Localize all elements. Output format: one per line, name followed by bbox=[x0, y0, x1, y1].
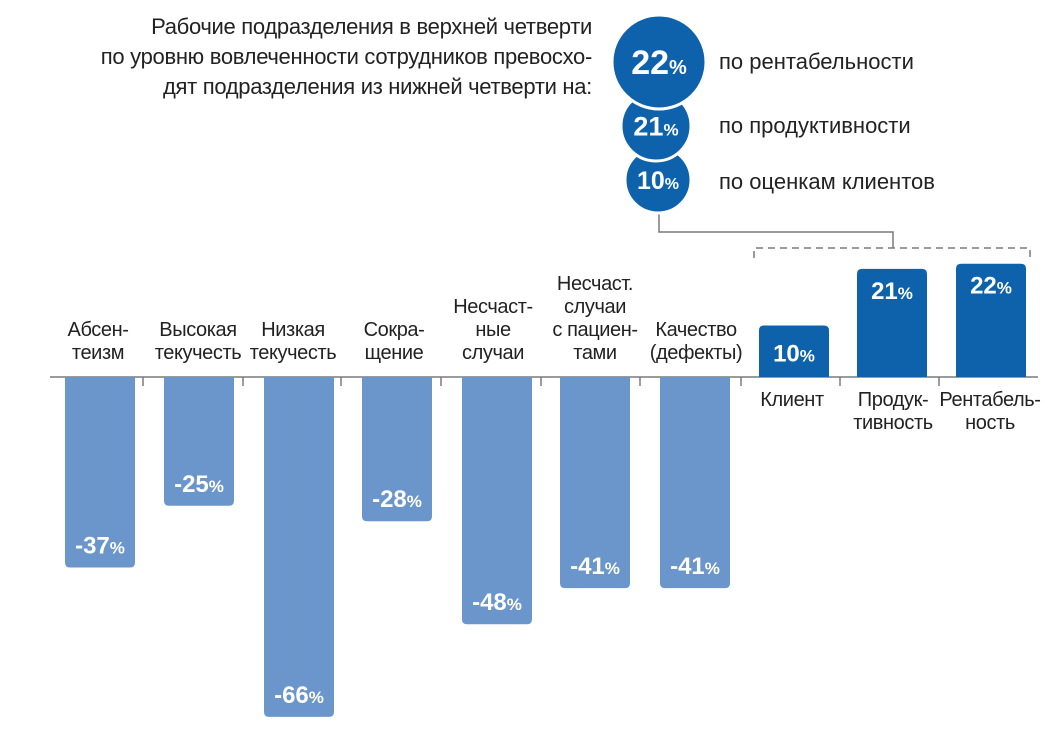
category-label: Клиент bbox=[760, 389, 824, 411]
highlight-label: по оценкам клиентов bbox=[719, 169, 935, 194]
header-line-3: дят подразделения из нижней четверти на: bbox=[162, 74, 592, 99]
category-label: случаи bbox=[462, 342, 524, 364]
bar bbox=[660, 377, 730, 589]
bar-value-label: 22% bbox=[970, 273, 1012, 300]
category-label: Сокра- bbox=[364, 319, 425, 341]
category-label: Продук- bbox=[858, 389, 928, 411]
bar bbox=[362, 377, 432, 522]
category-label: теизм bbox=[72, 342, 124, 364]
bar bbox=[560, 377, 630, 589]
highlight-label: по рентабельности bbox=[719, 49, 914, 74]
category-label: с пациен- bbox=[552, 319, 637, 341]
header-line-1: Рабочие подразделения в верхней четверти bbox=[151, 14, 592, 39]
bar-value-label: -41% bbox=[670, 553, 720, 580]
category-label: Несчаст- bbox=[453, 296, 533, 318]
category-label: тивность bbox=[853, 412, 933, 434]
bar-value-label: -25% bbox=[174, 471, 224, 498]
category-label: щение bbox=[365, 342, 424, 364]
category-label: Рентабель- bbox=[939, 389, 1040, 411]
category-label: Высокая bbox=[159, 319, 236, 341]
category-label: Несчаст. bbox=[557, 273, 633, 295]
header-line-2: по уровню вовлеченности сотрудников прев… bbox=[100, 44, 593, 69]
category-label: текучесть bbox=[155, 342, 242, 364]
category-label: тами bbox=[573, 342, 616, 364]
bracket-dashed bbox=[753, 247, 1031, 258]
category-label: ность bbox=[965, 412, 1015, 434]
category-label: случаи bbox=[564, 296, 626, 318]
bar-value-label: -41% bbox=[570, 553, 620, 580]
bar bbox=[956, 263, 1026, 377]
category-label: (дефекты) bbox=[650, 342, 743, 364]
category-label: Качество bbox=[655, 319, 737, 341]
connector-line bbox=[658, 207, 894, 248]
highlight-circle bbox=[610, 13, 708, 111]
bar bbox=[462, 377, 532, 625]
bar-value-label: -37% bbox=[75, 533, 125, 560]
bar-value-label: 10% bbox=[773, 341, 815, 368]
header-text: Рабочие подразделения в верхней четверти… bbox=[40, 12, 593, 102]
bar-value-label: -66% bbox=[274, 682, 324, 709]
bar bbox=[857, 268, 927, 377]
highlight-value: 21% bbox=[633, 111, 678, 141]
category-label: Низкая bbox=[261, 319, 325, 341]
bar bbox=[759, 325, 829, 377]
bar-value-label: 21% bbox=[871, 278, 913, 305]
bar bbox=[264, 377, 334, 717]
bar bbox=[164, 377, 234, 506]
category-label: Абсен- bbox=[68, 319, 129, 341]
highlight-value: 22% bbox=[631, 44, 687, 82]
highlight-value: 10% bbox=[637, 167, 679, 195]
category-label: текучесть bbox=[250, 342, 337, 364]
bar-value-label: -48% bbox=[472, 589, 522, 616]
bar bbox=[65, 377, 135, 568]
category-label: ные bbox=[475, 319, 511, 341]
highlight-label: по продуктивности bbox=[719, 113, 911, 138]
bar-value-label: -28% bbox=[372, 486, 422, 513]
